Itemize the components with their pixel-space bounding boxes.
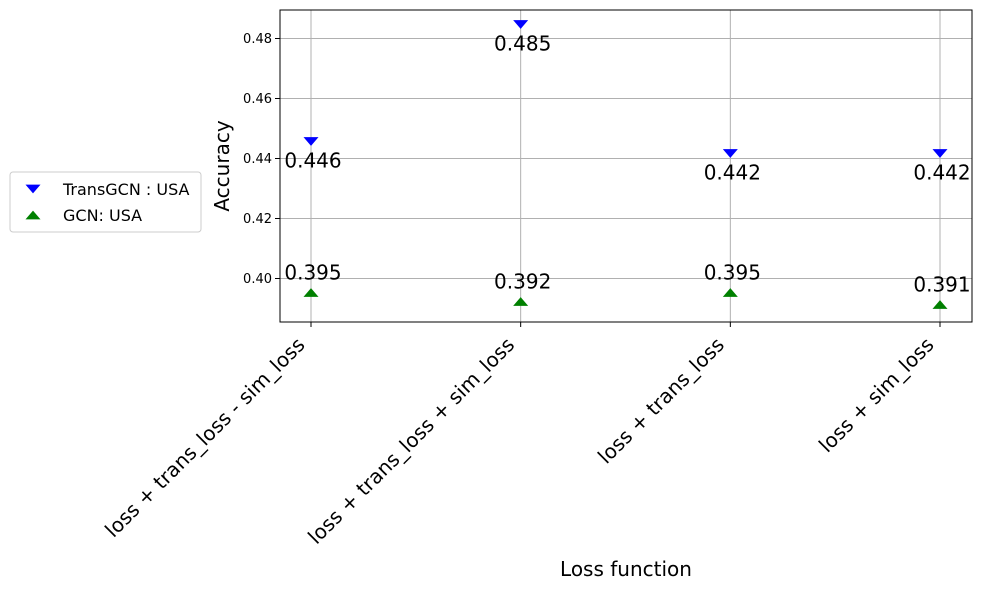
y-tick-label: 0.44 (243, 152, 272, 167)
grid (280, 10, 972, 322)
x-tick-label: loss + trans_loss (593, 333, 729, 469)
x-axis-title: Loss function (560, 557, 692, 581)
gcn-marker (722, 288, 738, 297)
transgcn-marker (932, 149, 948, 158)
plot-area (279, 9, 973, 323)
data-labels: 0.446 0.485 0.442 0.442 0.395 0.392 0.395 0.391 (284, 32, 970, 297)
gcn-marker (513, 297, 529, 306)
y-tick-label: 0.46 (243, 92, 272, 107)
gcn-marker (303, 288, 319, 297)
gcn-value-label: 0.392 (494, 270, 551, 294)
gcn-value-label: 0.395 (284, 261, 341, 285)
legend-marker-gcn (25, 210, 41, 220)
transgcn-value-label: 0.446 (284, 149, 341, 173)
gcn-value-label: 0.395 (704, 261, 761, 285)
y-tick-label: 0.42 (243, 212, 272, 227)
transgcn-value-label: 0.442 (913, 161, 970, 185)
transgcn-marker (722, 149, 738, 158)
gcn-marker (932, 300, 948, 309)
gcn-value-label: 0.391 (913, 273, 970, 297)
x-tick-label: loss + sim_loss (814, 333, 939, 458)
y-tick-label: 0.40 (243, 272, 272, 287)
legend: TransGCN : USA GCN: USA (9, 171, 202, 233)
transgcn-marker (513, 20, 529, 29)
y-tick-label: 0.48 (243, 32, 272, 47)
transgcn-value-label: 0.485 (494, 32, 551, 56)
legend-label-transgcn: TransGCN : USA (62, 180, 190, 199)
x-tick-label: loss + trans_loss + sim_loss (303, 333, 519, 549)
data-marks (303, 20, 948, 309)
y-axis-title: Accuracy (210, 120, 234, 211)
legend-marker-transgcn (25, 184, 41, 194)
legend-box (9, 171, 202, 233)
legend-label-gcn: GCN: USA (63, 206, 142, 225)
x-tick-label: loss + trans_loss - sim_loss (100, 333, 309, 542)
transgcn-marker (303, 137, 319, 146)
y-axis: 0.40 0.42 0.44 0.46 0.48 (243, 32, 280, 287)
transgcn-value-label: 0.442 (704, 161, 761, 185)
